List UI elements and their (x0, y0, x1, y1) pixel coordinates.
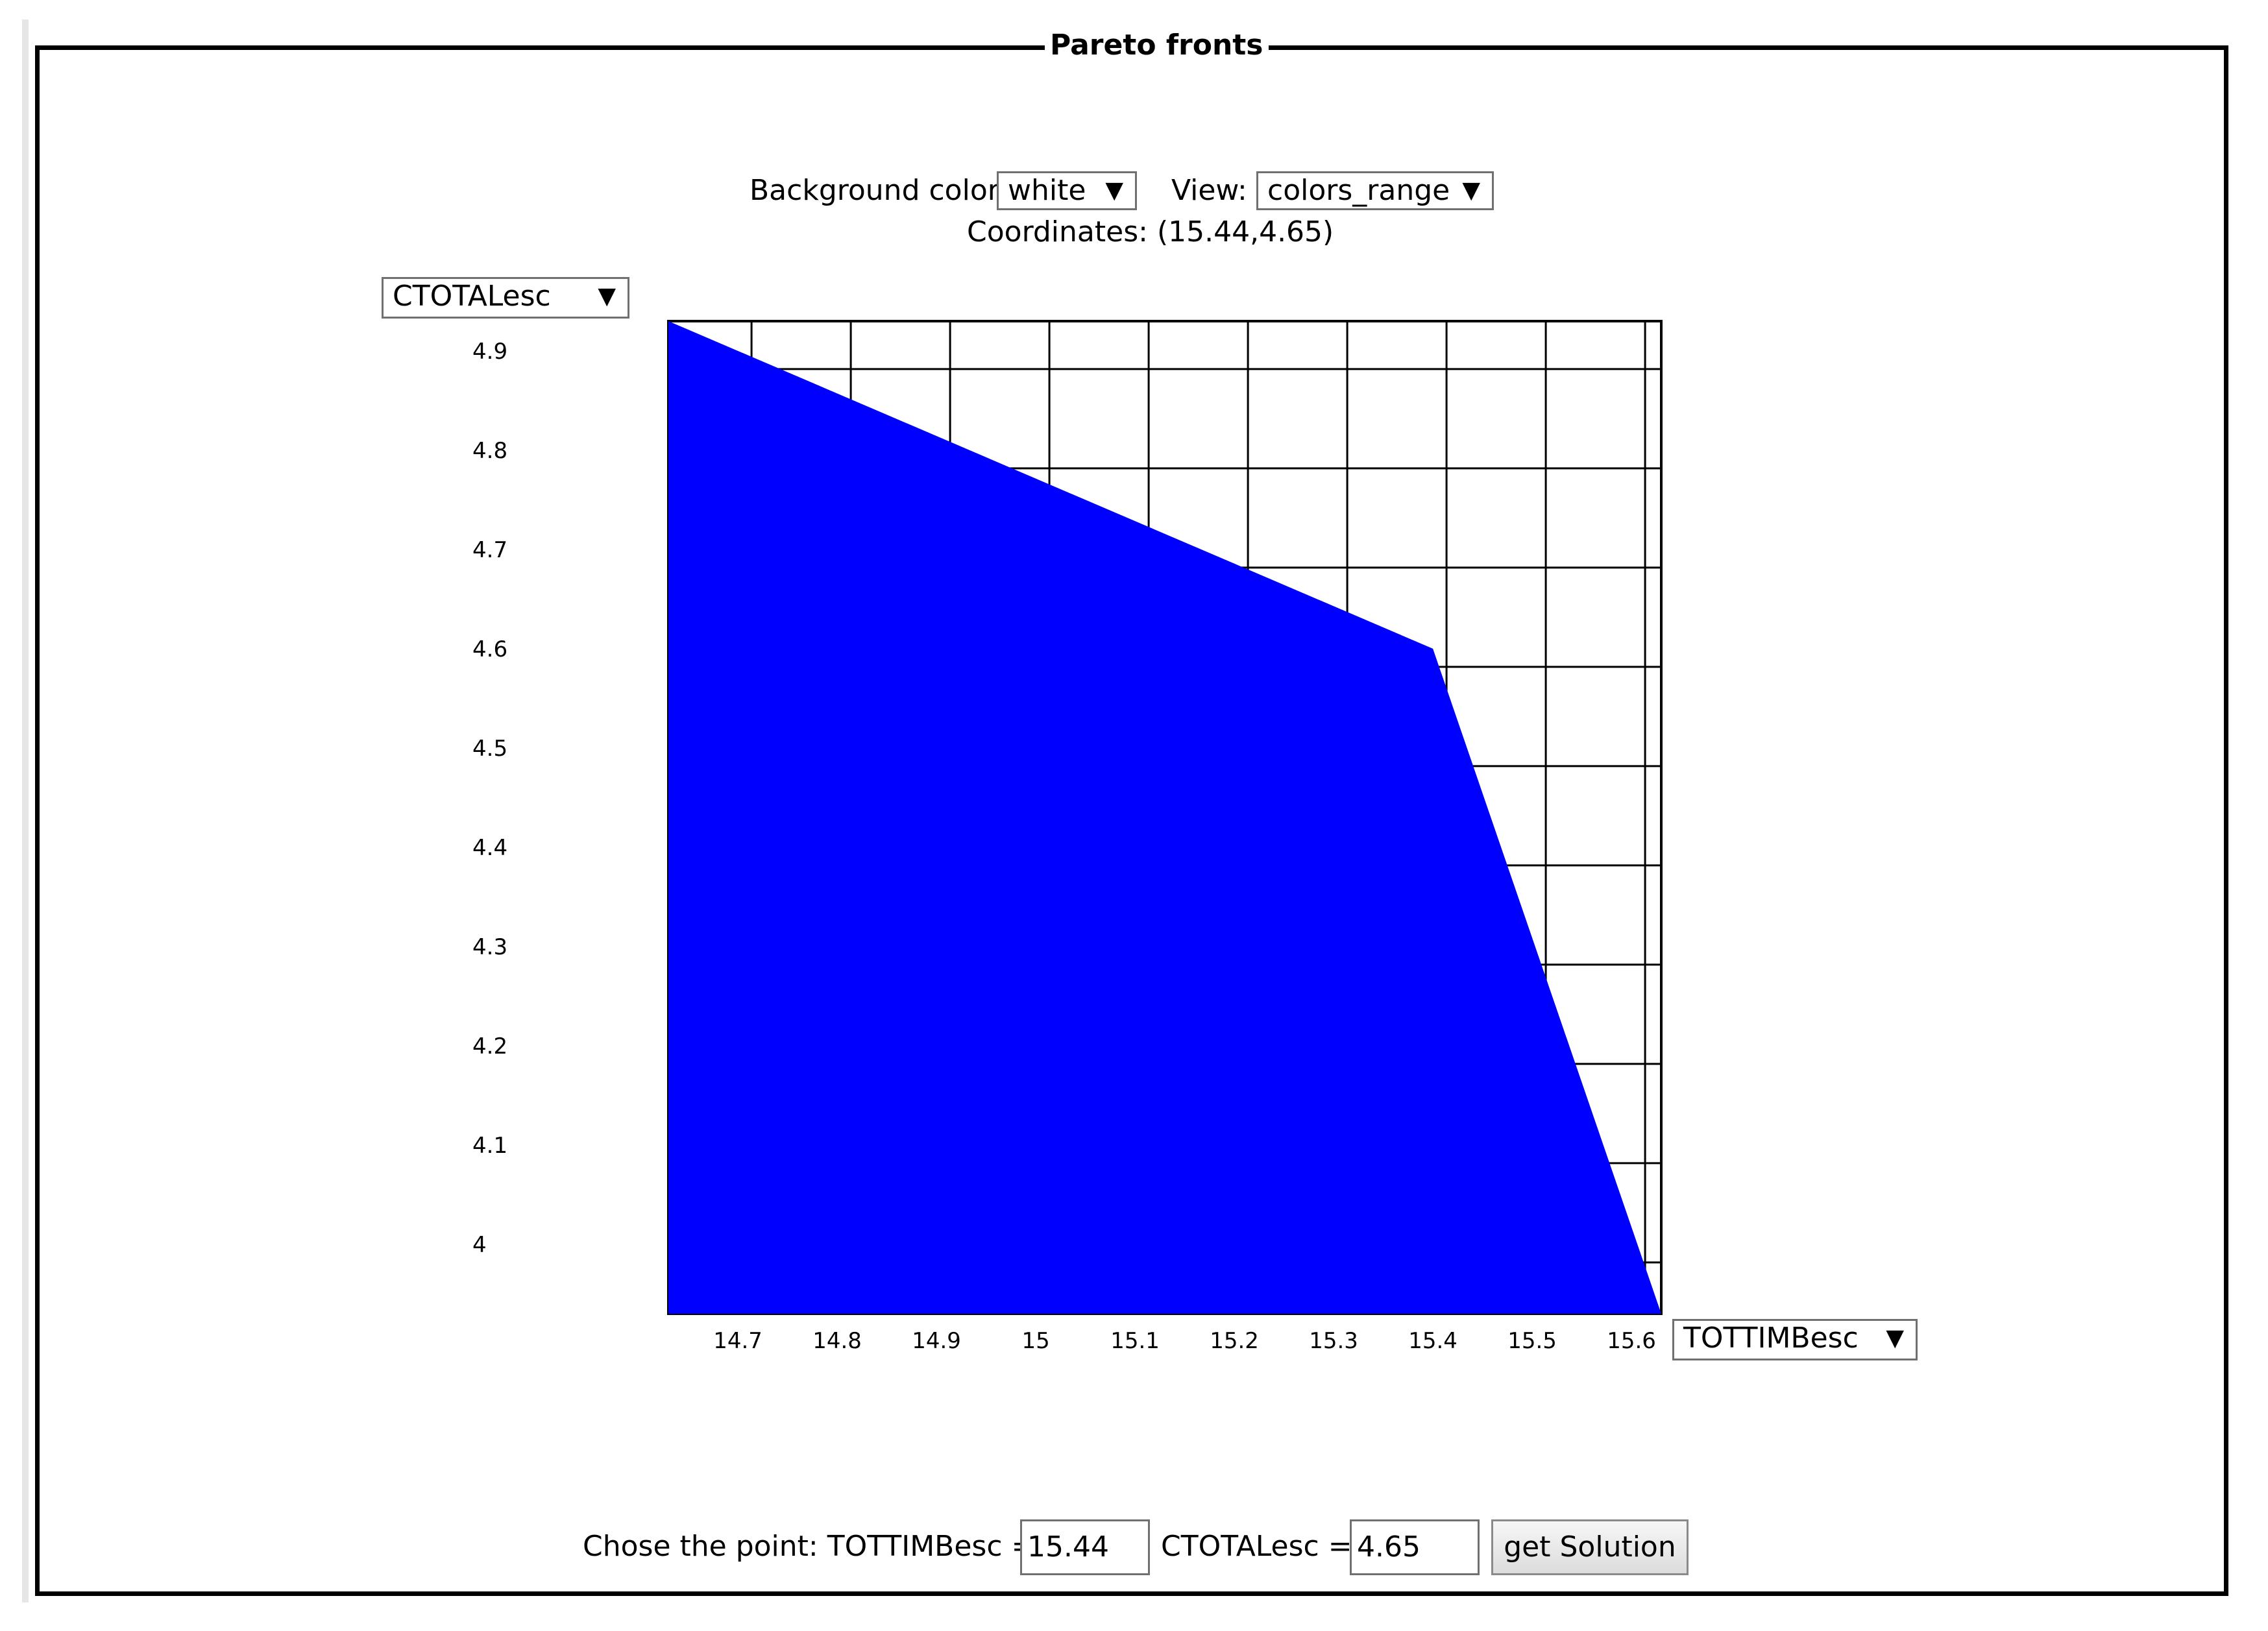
y-tick-label: 4.3 (472, 934, 507, 960)
chevron-down-icon: ▼ (1886, 1325, 1904, 1351)
coordinates-readout: Coordinates: (15.44,4.65) (967, 211, 1334, 253)
x-axis-value: TOTTIMBesc (1683, 1322, 1859, 1355)
view-controls: Background color: white ▼ View: colors_r… (0, 170, 2268, 211)
y-tick-label: 4.9 (472, 339, 507, 365)
pareto-area (668, 321, 1661, 1314)
y-axis-select[interactable]: CTOTALesc ▼ (382, 277, 629, 319)
x-tick-label: 15.2 (1210, 1328, 1259, 1354)
x-tick-label: 15.5 (1507, 1328, 1557, 1354)
panel-title: Pareto fronts (1045, 26, 1269, 65)
chose-point-label: Chose the point: TOTTIMBesc = (583, 1530, 1036, 1563)
y-axis-ticks: 4.9 4.8 4.7 4.6 4.5 4.4 4.3 4.2 4.1 4 (472, 339, 507, 1258)
coordinates-value: (15.44,4.65) (1156, 215, 1334, 248)
x-tick-label: 15 (1021, 1328, 1049, 1354)
y-tick-label: 4.5 (472, 736, 507, 762)
background-color-label: Background color: (750, 174, 1008, 207)
view-label: View: (1171, 174, 1247, 207)
background-color-value: white (1008, 174, 1086, 207)
chevron-down-icon: ▼ (1462, 177, 1480, 204)
x-tick-label: 15.3 (1309, 1328, 1358, 1354)
left-scrollbar-strip (22, 19, 29, 1602)
x-tick-label: 15.6 (1607, 1328, 1656, 1354)
y-tick-label: 4.7 (472, 537, 507, 563)
y-tick-label: 4.8 (472, 438, 507, 464)
get-solution-button[interactable]: get Solution (1491, 1519, 1689, 1575)
view-value: colors_range (1267, 174, 1450, 207)
view-select[interactable]: colors_range ▼ (1256, 171, 1494, 210)
x-value-input[interactable]: 15.44 (1020, 1519, 1150, 1575)
y-tick-label: 4.6 (472, 636, 507, 662)
y-tick-label: 4 (472, 1232, 487, 1258)
x-axis-ticks: 14.7 14.8 14.9 15 15.1 15.2 15.3 15.4 15.5 15.6 (713, 1328, 1656, 1354)
chevron-down-icon: ▼ (1105, 177, 1123, 204)
coordinates-label: Coordinates: (967, 215, 1148, 248)
pareto-front-area (668, 321, 1661, 1314)
x-tick-label: 14.9 (912, 1328, 961, 1354)
y-tick-label: 4.2 (472, 1033, 507, 1059)
x-tick-label: 14.7 (713, 1328, 762, 1354)
y-tick-label: 4.1 (472, 1133, 507, 1159)
x-tick-label: 14.8 (812, 1328, 862, 1354)
x-tick-label: 15.4 (1408, 1328, 1457, 1354)
chevron-down-icon: ▼ (598, 283, 616, 309)
background-color-select[interactable]: white ▼ (997, 171, 1137, 210)
y-tick-label: 4.4 (472, 835, 507, 861)
y-value-label: CTOTALesc = (1161, 1530, 1352, 1563)
x-tick-label: 15.1 (1110, 1328, 1160, 1354)
point-chooser: Chose the point: TOTTIMBesc = 15.44 CTOT… (0, 1518, 2268, 1577)
y-value-input[interactable]: 4.65 (1350, 1519, 1480, 1575)
x-axis-select[interactable]: TOTTIMBesc ▼ (1672, 1319, 1918, 1360)
y-axis-value: CTOTALesc (393, 280, 551, 313)
